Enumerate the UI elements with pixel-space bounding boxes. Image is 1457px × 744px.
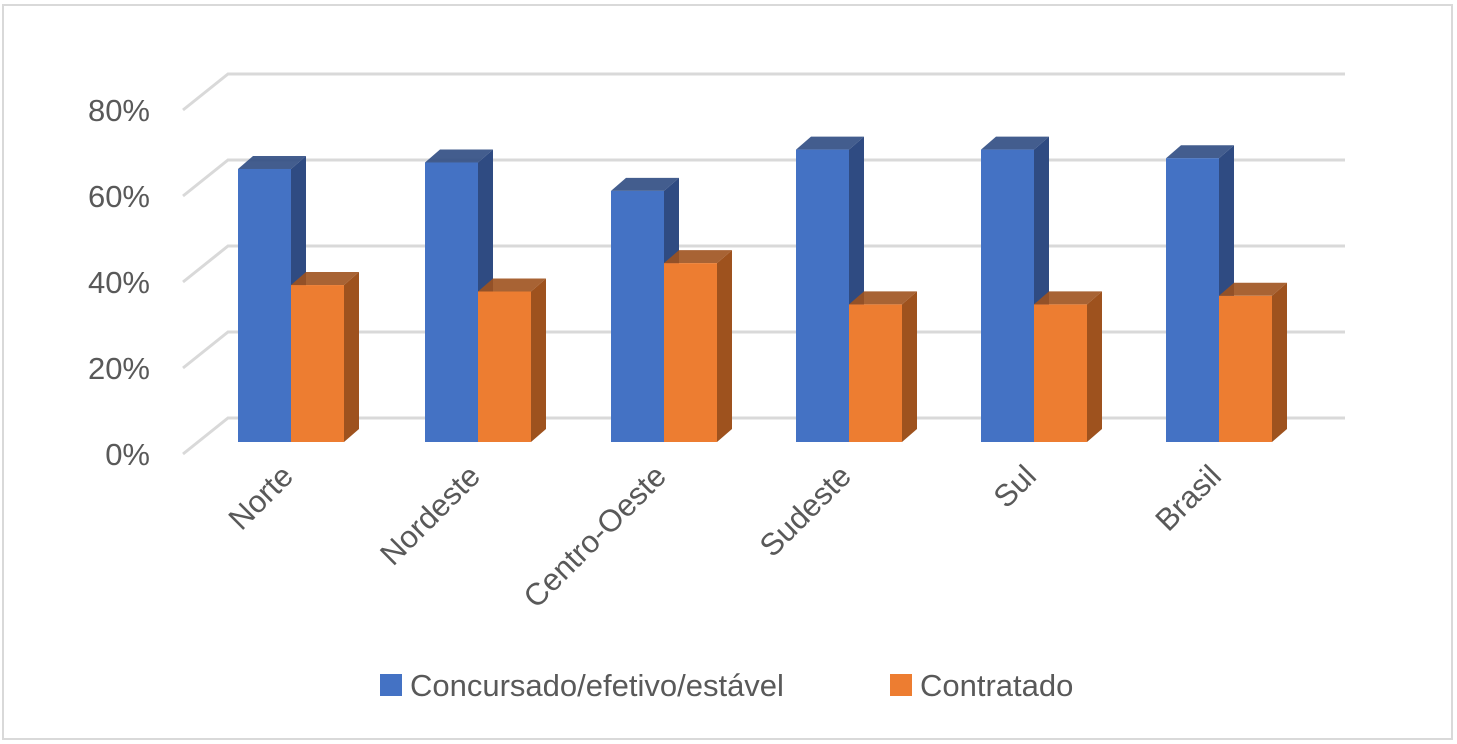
bar-side bbox=[902, 291, 917, 442]
x-tick-label: Sudeste bbox=[753, 458, 858, 563]
gridline bbox=[182, 72, 1345, 112]
bar-centro-oeste-contratado bbox=[664, 250, 732, 442]
x-tick-label: Centro-Oeste bbox=[517, 458, 673, 614]
y-tick-label: 0% bbox=[105, 437, 150, 472]
gridline bbox=[182, 244, 1345, 284]
bar-norte-contratado bbox=[291, 272, 359, 442]
x-tick-label: Sul bbox=[987, 458, 1043, 514]
bar-top bbox=[425, 149, 493, 163]
bar-sudeste-concursado bbox=[796, 136, 864, 442]
bar-top bbox=[849, 291, 917, 305]
bar-side bbox=[531, 278, 546, 442]
bar-side bbox=[1087, 291, 1102, 442]
x-tick-label: Norte bbox=[222, 458, 300, 536]
bar-top bbox=[796, 136, 864, 150]
x-tick-label: Brasil bbox=[1148, 458, 1228, 538]
y-tick-label: 40% bbox=[88, 265, 150, 300]
gridline bbox=[182, 330, 1345, 370]
bar-front bbox=[238, 168, 291, 442]
gridline bbox=[182, 158, 1345, 198]
bar-side bbox=[344, 272, 359, 442]
bar-sul-contratado bbox=[1034, 291, 1102, 442]
chart-frame bbox=[2, 4, 1453, 740]
y-axis-ticks: 0% 20% 40% 60% 80% bbox=[88, 93, 150, 472]
y-tick-label: 20% bbox=[88, 351, 150, 386]
bar-front bbox=[981, 149, 1034, 442]
bar-top bbox=[291, 272, 359, 286]
bar-side bbox=[1272, 282, 1287, 442]
bar-top bbox=[238, 155, 306, 169]
bar-top bbox=[1166, 145, 1234, 159]
x-tick-label: Nordeste bbox=[373, 458, 487, 572]
bar-front bbox=[425, 162, 478, 442]
legend-swatch bbox=[890, 674, 912, 696]
bar-top bbox=[981, 136, 1049, 150]
y-tick-label: 80% bbox=[88, 93, 150, 128]
bar-front bbox=[478, 291, 531, 442]
legend: Concursado/efetivo/estável Contratado bbox=[380, 668, 1073, 703]
bar-nordeste-contratado bbox=[478, 278, 546, 442]
bar-top bbox=[664, 250, 732, 264]
legend-swatch bbox=[380, 674, 402, 696]
bar-front bbox=[1034, 304, 1087, 442]
bar-top bbox=[611, 177, 679, 191]
x-axis-ticks: Norte Nordeste Centro-Oeste Sudeste Sul Brasi… bbox=[222, 458, 1228, 614]
bar-front bbox=[611, 190, 664, 442]
bar-front bbox=[291, 285, 344, 442]
bar-front bbox=[1166, 158, 1219, 442]
y-tick-label: 60% bbox=[88, 179, 150, 214]
legend-label: Contratado bbox=[920, 668, 1073, 703]
gridlines bbox=[182, 72, 1345, 456]
bar-front bbox=[796, 149, 849, 442]
bar-front bbox=[849, 304, 902, 442]
bar-top bbox=[1219, 282, 1287, 296]
bar-top bbox=[478, 278, 546, 292]
legend-label: Concursado/efetivo/estável bbox=[410, 668, 784, 703]
bar-sul-concursado bbox=[981, 136, 1049, 442]
bar-top bbox=[1034, 291, 1102, 305]
bar-sudeste-contratado bbox=[849, 291, 917, 442]
bar-front bbox=[1219, 295, 1272, 442]
bar-centro-oeste-concursado bbox=[611, 177, 679, 442]
bars bbox=[238, 136, 1287, 442]
bar-front bbox=[664, 263, 717, 442]
gridline bbox=[182, 416, 1345, 456]
bar-side bbox=[717, 250, 732, 442]
bar-brasil-contratado bbox=[1219, 282, 1287, 442]
